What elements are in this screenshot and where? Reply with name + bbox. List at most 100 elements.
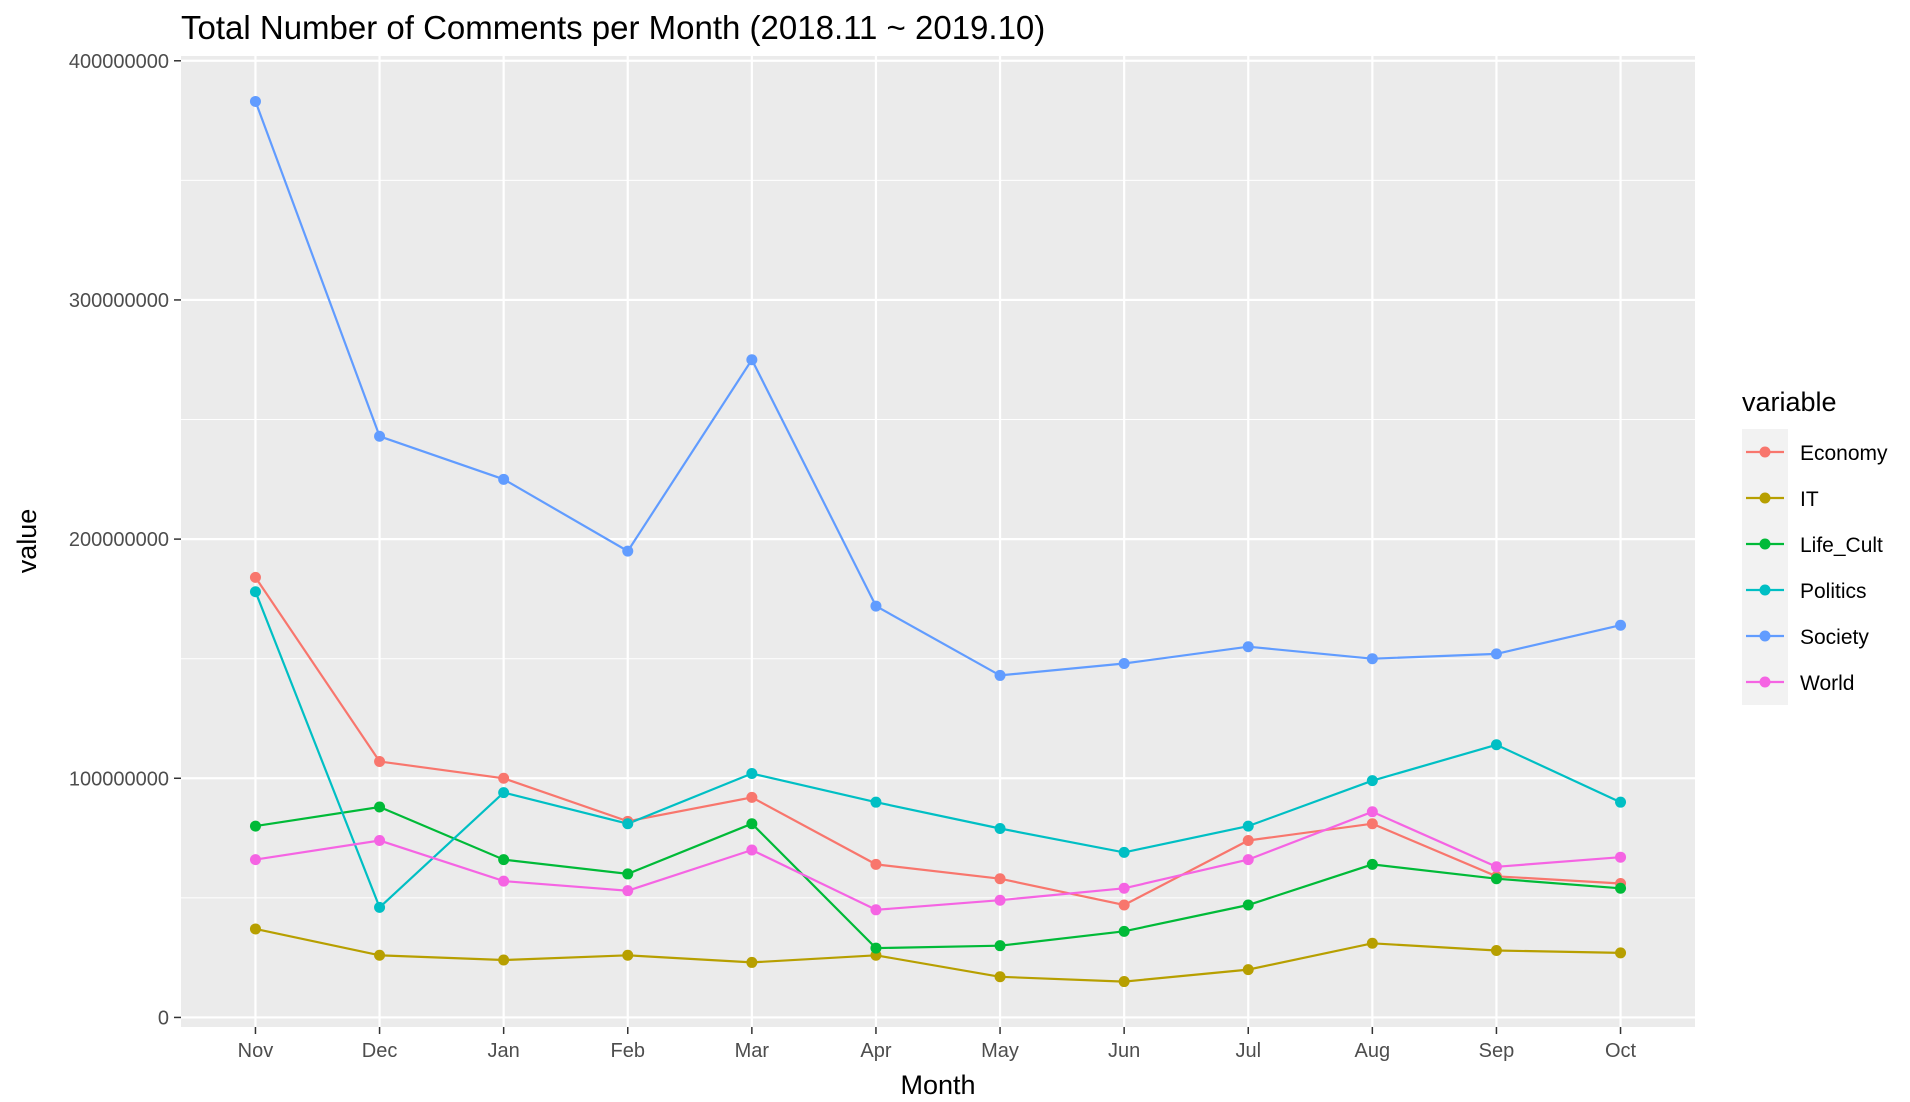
y-tick-label: 100000000 (69, 768, 169, 790)
data-point (249, 923, 261, 935)
x-axis: Nov Dec Jan Feb Mar Apr May Jun Jul Aug Sep Oct (238, 1027, 1637, 1062)
x-tick-label: Oct (1605, 1040, 1637, 1062)
legend-label: World (1800, 672, 1854, 695)
legend-point (1759, 492, 1771, 504)
data-point (1490, 739, 1502, 751)
data-point (870, 600, 882, 612)
data-point (374, 430, 386, 442)
legend-items: Economy IT Life_Cult Politics Society World (1742, 429, 1888, 705)
data-point (622, 818, 634, 830)
data-point (746, 818, 758, 830)
data-point (870, 942, 882, 954)
legend-point (1759, 446, 1771, 458)
legend-point (1759, 676, 1771, 688)
data-point (1490, 861, 1502, 873)
data-point (1118, 925, 1130, 937)
data-point (870, 904, 882, 916)
data-point (870, 858, 882, 870)
data-point (1366, 937, 1378, 949)
data-point (746, 791, 758, 803)
data-point (994, 940, 1006, 952)
data-point (870, 796, 882, 808)
data-point (1615, 851, 1627, 863)
data-point (746, 354, 758, 366)
data-point (994, 894, 1006, 906)
legend-point (1759, 538, 1771, 550)
minor-gridlines (181, 179, 1695, 899)
data-point (1490, 944, 1502, 956)
data-point (1366, 806, 1378, 818)
x-tick-label: Jan (488, 1040, 520, 1062)
data-point (1242, 964, 1254, 976)
legend: variable Economy IT Life_Cult Politics Socie… (1742, 387, 1888, 705)
data-point (994, 822, 1006, 834)
data-point (498, 772, 510, 784)
data-point (1242, 641, 1254, 653)
legend-point (1759, 630, 1771, 642)
data-point (1366, 858, 1378, 870)
x-tick-label: Nov (238, 1040, 274, 1062)
data-point (1118, 976, 1130, 988)
legend-label: Economy (1800, 442, 1888, 465)
series-line (255, 927, 1621, 983)
x-tick-label: Sep (1479, 1040, 1515, 1062)
data-point (1615, 619, 1627, 631)
x-tick-label: Apr (860, 1040, 891, 1062)
y-tick-label: 0 (158, 1007, 169, 1029)
legend-label: Society (1800, 626, 1869, 649)
data-point (249, 95, 261, 107)
y-tick-label: 400000000 (69, 51, 169, 73)
series-line (254, 576, 1621, 907)
data-point (746, 767, 758, 779)
data-point (1118, 882, 1130, 894)
data-point (249, 586, 261, 598)
legend-label: Politics (1800, 580, 1867, 603)
y-axis: 0 100000000 200000000 300000000 400000000 (69, 51, 181, 1029)
data-point (1118, 899, 1130, 911)
series-line (254, 591, 1621, 910)
chart-title: Total Number of Comments per Month (2018… (181, 9, 1045, 46)
data-point (1615, 796, 1627, 808)
legend-label: IT (1800, 488, 1819, 511)
data-point (622, 949, 634, 961)
data-point (374, 834, 386, 846)
data-point (1242, 820, 1254, 832)
y-tick-label: 300000000 (69, 290, 169, 312)
data-point (1366, 653, 1378, 665)
data-point (374, 901, 386, 913)
x-tick-label: Jul (1235, 1040, 1261, 1062)
data-point (622, 868, 634, 880)
data-point (498, 875, 510, 887)
data-point (374, 801, 386, 813)
legend-label: Life_Cult (1800, 534, 1883, 557)
data-point (1490, 873, 1502, 885)
data-point (994, 669, 1006, 681)
x-axis-title: Month (900, 1070, 975, 1100)
x-tick-label: Jun (1108, 1040, 1140, 1062)
data-point (1118, 657, 1130, 669)
data-point (1242, 854, 1254, 866)
data-point (1242, 899, 1254, 911)
x-tick-label: May (981, 1040, 1019, 1062)
data-point (746, 844, 758, 856)
data-point (498, 854, 510, 866)
legend-point (1759, 584, 1771, 596)
series-points (249, 95, 1627, 988)
data-point (1366, 775, 1378, 787)
data-point (1490, 648, 1502, 660)
data-point (994, 873, 1006, 885)
data-point (249, 820, 261, 832)
data-point (1118, 846, 1130, 858)
x-tick-label: Feb (611, 1040, 645, 1062)
x-tick-label: Dec (362, 1040, 398, 1062)
data-point (249, 571, 261, 583)
data-point (622, 545, 634, 557)
series-line (255, 810, 1621, 911)
data-point (622, 885, 634, 897)
data-point (746, 956, 758, 968)
data-point (1242, 834, 1254, 846)
series-line (255, 805, 1621, 950)
series-line (254, 101, 1621, 677)
data-point (249, 854, 261, 866)
